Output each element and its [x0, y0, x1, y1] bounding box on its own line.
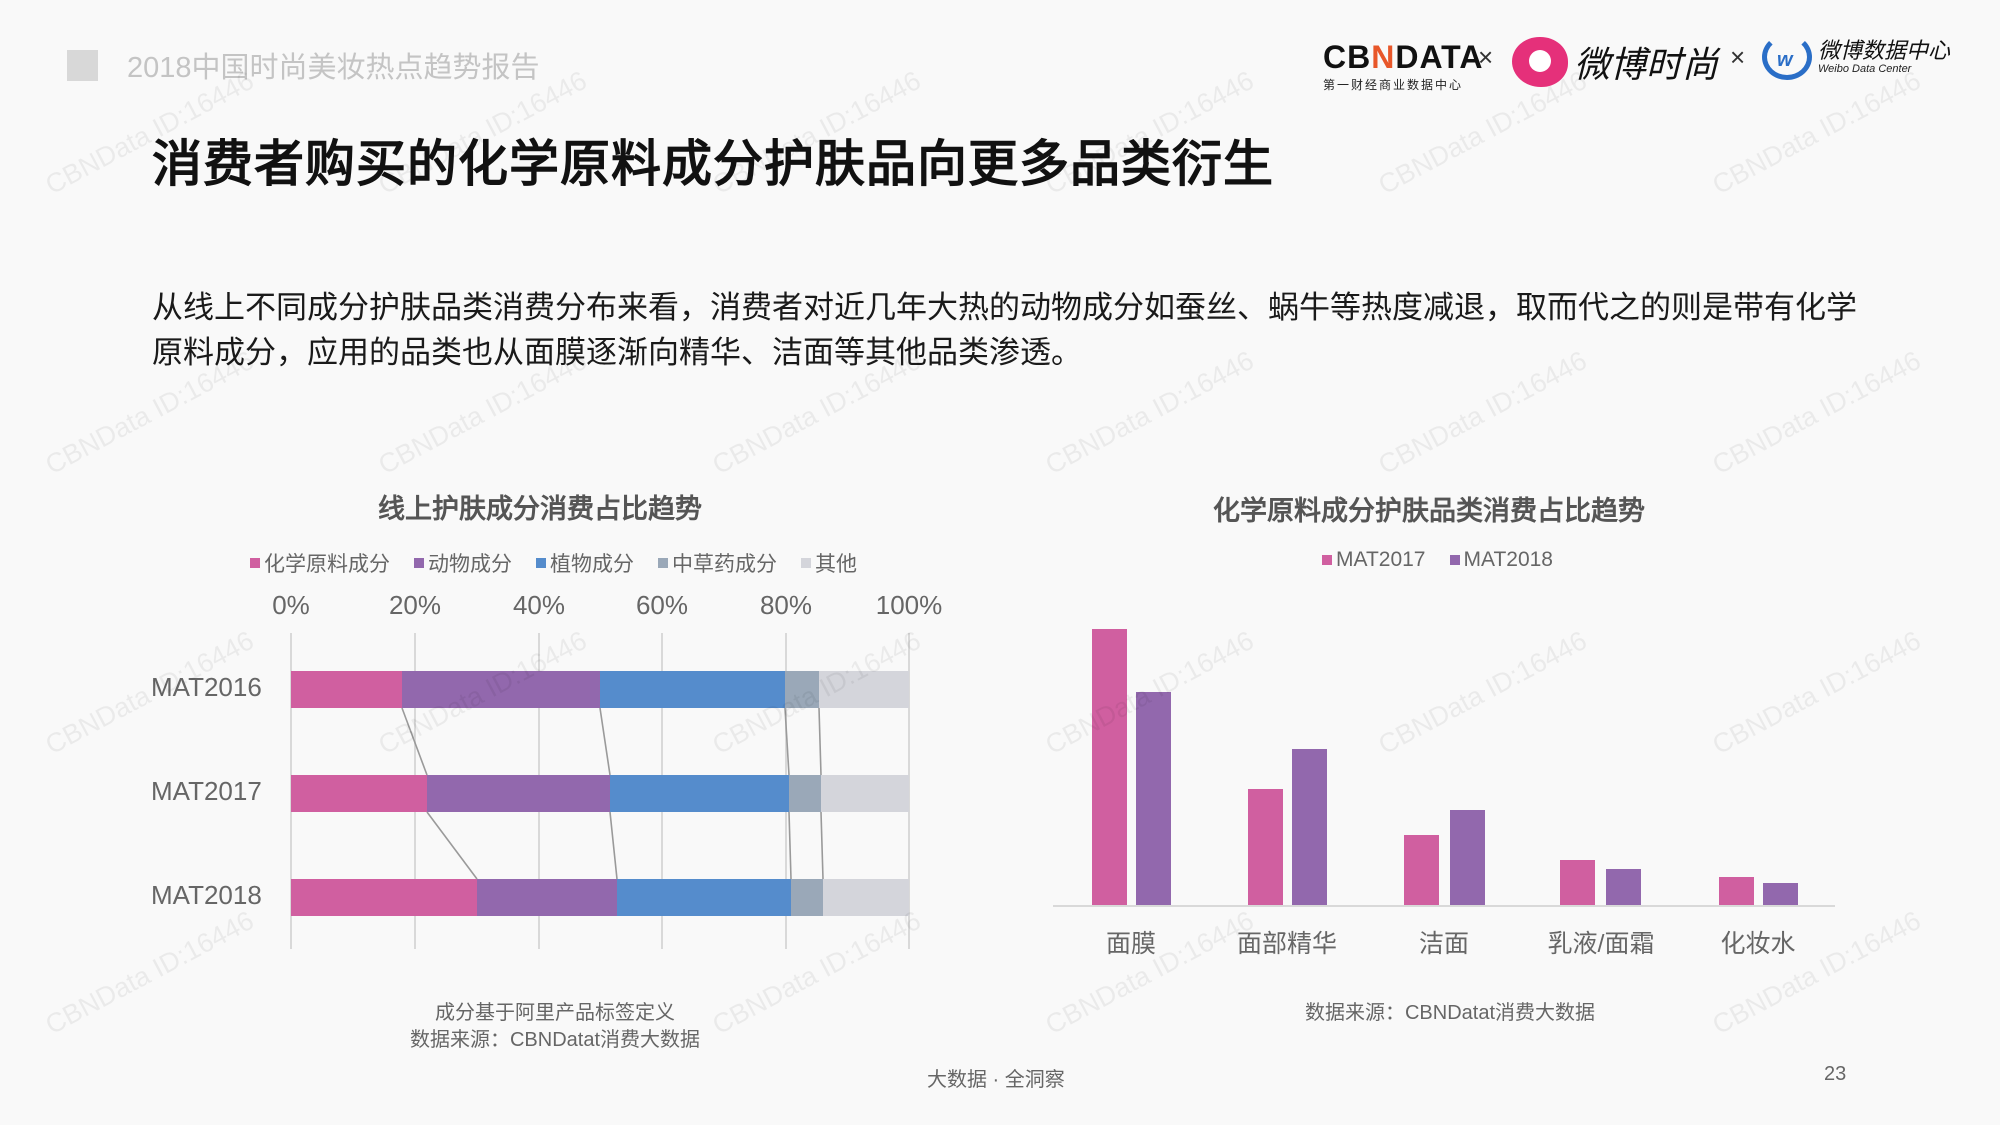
bar-segment-herbal [789, 775, 821, 812]
legend-label: 其他 [815, 553, 857, 576]
legend-item-plant: 植物成分 [536, 548, 634, 578]
report-title: 2018中国时尚美妆热点趋势报告 [127, 52, 540, 84]
legend-label: MAT2018 [1463, 548, 1554, 571]
category-label: 化妆水 [1720, 930, 1796, 958]
legend-item-herbal: 中草药成分 [658, 548, 777, 578]
x-tick: 60% [635, 590, 689, 620]
bar-segment-animal [427, 775, 610, 812]
weibo-fashion-text: 微博时尚 [1574, 44, 1719, 85]
bar-segment-chemical [291, 879, 477, 916]
legend-label: 植物成分 [550, 553, 634, 576]
body-paragraph: 从线上不同成分护肤品类消费分布来看，消费者对近几年大热的动物成分如蚕丝、蜗牛等热… [152, 290, 1857, 370]
right-chart-legend: MAT2017 MAT2018 [1322, 548, 1553, 572]
bar-ruye-2017 [1560, 860, 1595, 906]
times-separator: × [1730, 42, 1746, 72]
cbndata-logo: CBNDATA 第一财经商业数据中心 [1323, 40, 1483, 93]
weibo-fashion-logo: 微博时尚 [1512, 36, 1718, 88]
category-label: 洁面 [1418, 930, 1470, 958]
bar-jinghua-2017 [1248, 789, 1283, 906]
cbndata-logo-n: N [1371, 39, 1396, 75]
bar-segment-herbal [791, 879, 823, 916]
legend-label: 动物成分 [428, 553, 512, 576]
legend-item-other: 其他 [801, 548, 857, 578]
cbndata-logo-text: CB [1323, 39, 1372, 75]
x-tick: 80% [759, 590, 813, 620]
times-separator: × [1478, 42, 1494, 72]
bar-mianmo-2017 [1092, 629, 1127, 906]
bar-segment-chemical [291, 671, 402, 708]
bar-segment-plant [617, 879, 791, 916]
legend-label: 中草药成分 [672, 553, 777, 576]
legend-swatch [801, 558, 811, 568]
legend-item-chemical: 化学原料成分 [250, 548, 390, 578]
category-label: 面膜 [1105, 930, 1157, 958]
left-chart-legend: 化学原料成分 动物成分 植物成分 中草药成分 其他 [250, 548, 857, 578]
bar-jiemian-2017 [1404, 835, 1439, 906]
page-number: 23 [1824, 1063, 1847, 1085]
bar-huazhuangshui-2017 [1719, 877, 1754, 906]
bar-segment-animal [477, 879, 617, 916]
bar-segment-animal [402, 671, 600, 708]
legend-swatch [1449, 555, 1460, 565]
gridline [908, 633, 910, 949]
x-tick: 0% [272, 590, 310, 620]
weibo-fashion-icon [1512, 37, 1568, 87]
legend-item-mat2017: MAT2017 [1322, 548, 1426, 572]
bar-segment-herbal [785, 671, 819, 708]
legend-swatch [658, 558, 668, 568]
legend-label: MAT2017 [1336, 548, 1426, 571]
x-tick: 40% [512, 590, 566, 620]
legend-item-mat2018: MAT2018 [1449, 548, 1554, 572]
legend-label: 化学原料成分 [264, 553, 390, 576]
bar-segment-other [823, 879, 909, 916]
bar-mianmo-2018 [1136, 692, 1171, 906]
category-label: 面部精华 [1236, 930, 1338, 958]
cbndata-logo-subtitle: 第一财经商业数据中心 [1323, 78, 1464, 92]
category-label: 乳液/面霜 [1547, 930, 1655, 958]
bar-segment-plant [610, 775, 789, 812]
weibo-data-icon: w [1762, 34, 1812, 80]
left-chart-note: 成分基于阿里产品标签定义 [435, 1002, 675, 1024]
left-chart-title: 线上护肤成分消费占比趋势 [378, 494, 702, 524]
legend-swatch [250, 558, 260, 568]
weibo-data-center-logo: w 微博数据中心 Weibo Data Center [1762, 34, 1950, 80]
bar-jinghua-2018 [1292, 749, 1327, 906]
weibo-data-cn: 微博数据中心 [1818, 38, 1951, 63]
bar-segment-other [821, 775, 909, 812]
bar-jiemian-2018 [1450, 810, 1485, 906]
bar-huazhuangshui-2018 [1763, 883, 1798, 906]
legend-item-animal: 动物成分 [414, 548, 512, 578]
row-label: MAT2017 [151, 776, 262, 806]
bar-ruye-2018 [1606, 869, 1641, 906]
cbndata-logo-text-rest: DATA [1395, 39, 1484, 75]
row-label: MAT2018 [151, 880, 262, 910]
header-square-marker [67, 50, 98, 81]
bar-segment-other [819, 671, 909, 708]
footer-slogan: 大数据 · 全洞察 [927, 1069, 1065, 1091]
weibo-data-en: Weibo Data Center [1818, 63, 1912, 75]
bar-segment-plant [600, 671, 785, 708]
page-title: 消费者购买的化学原料成分护肤品向更多品类衍生 [152, 136, 1274, 192]
bar-segment-chemical [291, 775, 427, 812]
legend-swatch [536, 558, 546, 568]
legend-swatch [414, 558, 424, 568]
x-tick: 20% [388, 590, 442, 620]
right-chart-source: 数据来源：CBNDatat消费大数据 [1304, 1002, 1596, 1024]
x-axis-baseline [1053, 905, 1835, 907]
row-label: MAT2016 [151, 672, 262, 702]
legend-swatch [1322, 555, 1332, 565]
left-chart-source: 数据来源：CBNDatat消费大数据 [409, 1029, 701, 1051]
x-tick: 100% [875, 590, 943, 620]
right-chart-title: 化学原料成分护肤品类消费占比趋势 [1213, 496, 1645, 526]
